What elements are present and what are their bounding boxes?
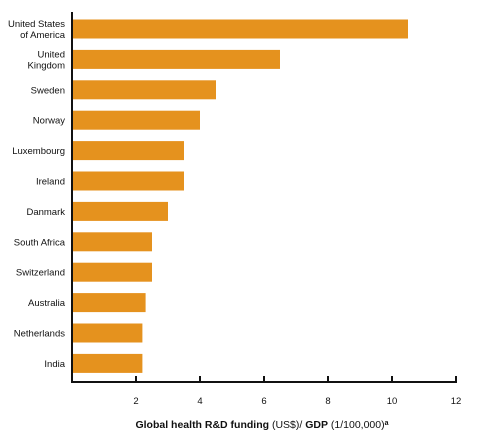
- bar: [73, 323, 143, 343]
- x-tick-label: 4: [197, 396, 202, 407]
- category-label: Luxembourg: [12, 146, 65, 157]
- category-labels-group: United States of America United Kingdom Swed…: [8, 19, 66, 370]
- category-label: United Kingdom: [28, 49, 66, 71]
- x-axis-title-bold-1: Global health R&D funding: [135, 419, 269, 431]
- bar: [73, 201, 168, 221]
- x-axis-title-normal-2: (1/100,000): [328, 419, 385, 431]
- x-tick-label: 6: [261, 396, 266, 407]
- category-label: Norway: [33, 116, 65, 127]
- x-axis-title: Global health R&D funding (US$)/ GDP (1/…: [135, 419, 388, 431]
- category-label: Australia: [28, 298, 66, 309]
- bar: [73, 232, 152, 252]
- category-label: Switzerland: [16, 268, 65, 279]
- bar: [73, 110, 200, 130]
- category-label: Netherlands: [14, 329, 65, 340]
- category-label: United States of America: [8, 19, 66, 41]
- bar: [73, 262, 152, 282]
- category-label: Ireland: [36, 177, 65, 188]
- bar: [73, 141, 184, 161]
- x-axis-title-bold-2: GDP: [305, 419, 328, 431]
- bar: [73, 171, 184, 191]
- x-tick-label: 12: [451, 396, 462, 407]
- bar: [73, 49, 280, 69]
- x-axis-title-normal-1: (US$)/: [269, 419, 305, 431]
- bars-group: [73, 19, 408, 373]
- bar: [73, 80, 216, 100]
- bar: [73, 353, 143, 373]
- category-label: South Africa: [14, 237, 66, 248]
- category-label: Danmark: [26, 207, 65, 218]
- x-tick-label: 2: [133, 396, 138, 407]
- bar: [73, 19, 408, 39]
- x-tick-label: 10: [387, 396, 398, 407]
- bar: [73, 293, 146, 313]
- x-axis-title-superscript: a: [385, 420, 389, 427]
- x-ticks-group: 2 4 6 8 10 12: [133, 376, 461, 407]
- category-label: Sweden: [31, 85, 65, 96]
- category-label: India: [44, 359, 65, 370]
- x-tick-label: 8: [325, 396, 330, 407]
